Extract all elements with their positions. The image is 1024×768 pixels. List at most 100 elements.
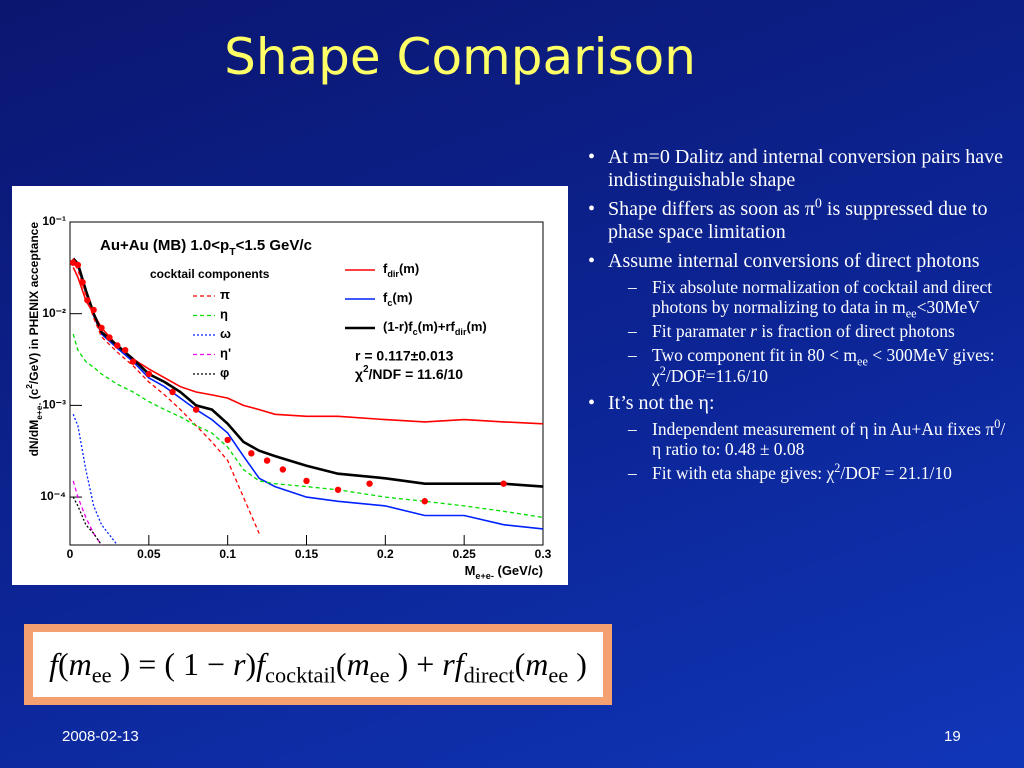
text-run: <1.5 GeV/c — [236, 237, 312, 254]
text-run: χ — [355, 366, 363, 382]
text-run: ( — [57, 646, 69, 682]
text-run: 2 — [24, 384, 34, 389]
text-run: T — [229, 246, 236, 258]
bullet: Assume internal conversions of direct ph… — [588, 250, 1008, 273]
legend-label: fdir(m) — [383, 261, 419, 279]
text-run: 2 — [659, 363, 666, 378]
data-point — [79, 279, 86, 286]
data-point — [500, 480, 507, 487]
text-run: π — [220, 287, 230, 302]
data-point — [263, 457, 271, 464]
text-run: ( — [514, 646, 526, 682]
text-run: ee — [905, 306, 917, 321]
legend-title: cocktail components — [150, 267, 270, 281]
text-run: Fit paramater — [652, 321, 751, 342]
bullet: Fix absolute normalization of cocktail a… — [588, 277, 1008, 320]
text-run: m — [525, 646, 549, 682]
text-run: (GeV/c) — [494, 563, 543, 578]
annotation: r = 0.117±0.013 — [355, 348, 454, 364]
text-run: ) = ( 1 − — [111, 646, 234, 682]
bullet: At m=0 Dalitz and internal conversion pa… — [588, 146, 1008, 192]
text-run: M — [465, 563, 476, 578]
text-run: ) + — [389, 646, 443, 682]
data-point — [106, 334, 113, 341]
y-tick-label: 10⁻² — [42, 306, 66, 320]
text-run: 0 — [814, 196, 822, 212]
page-number: 19 — [944, 728, 961, 745]
text-run: η' — [220, 346, 231, 361]
data-point — [279, 466, 287, 473]
text-run: (c — [27, 388, 41, 402]
text-run: ee — [91, 662, 112, 688]
data-point — [145, 370, 153, 378]
footer-date: 2008-02-13 — [62, 728, 139, 745]
text-run: φ — [220, 365, 229, 380]
bullet: Two component fit in 80 < mee < 300MeV g… — [588, 345, 1008, 385]
data-point — [98, 324, 105, 332]
data-point — [69, 259, 77, 266]
legend-label: η' — [220, 346, 231, 361]
text-run: 2 — [363, 364, 369, 375]
x-tick-label: 0.3 — [535, 547, 552, 561]
text-run: dir — [387, 269, 399, 279]
data-point — [248, 450, 255, 457]
text-run: f — [256, 646, 266, 682]
data-point — [129, 358, 137, 365]
text-run: ω — [220, 326, 231, 341]
x-tick-label: 0.15 — [295, 547, 319, 561]
data-point — [84, 297, 91, 304]
text-run: It’s not the η: — [608, 391, 715, 414]
x-tick-label: 0.1 — [219, 547, 236, 561]
text-run: < 300MeV gives: χ — [652, 345, 995, 386]
legend-label: ω — [220, 326, 231, 341]
series-line — [72, 267, 544, 425]
text-run: cocktail — [265, 662, 336, 688]
text-run: (m) — [467, 319, 487, 334]
series-line — [72, 257, 544, 488]
y-tick-label: 10⁻⁴ — [40, 489, 66, 503]
text-run: ) — [245, 646, 257, 682]
text-run: Au+Au (MB) 1.0<p — [100, 237, 229, 254]
text-run: rf — [442, 646, 464, 682]
text-run: /η ratio to: 0.48 ± 0.08 — [652, 418, 1006, 459]
bullet: Shape differs as soon as π0 is suppresse… — [588, 196, 1008, 244]
series-line — [72, 414, 118, 546]
x-axis-label: Me+e- (GeV/c) — [465, 563, 543, 581]
series-line — [72, 258, 544, 530]
text-run: r — [233, 646, 246, 682]
text-run: /DOF=11.6/10 — [665, 365, 768, 386]
text-run: dN/dM — [27, 420, 41, 457]
y-tick-label: 10⁻¹ — [42, 214, 66, 228]
text-run: ee — [857, 354, 868, 369]
data-point — [334, 486, 342, 493]
y-tick-label: 10⁻³ — [42, 398, 66, 412]
x-tick-label: 0 — [67, 547, 74, 561]
text-run: c — [387, 298, 392, 308]
text-run: Fit with eta shape gives: χ — [652, 462, 835, 483]
legend-label: fc(m) — [383, 290, 413, 308]
text-run: /DOF = 21.1/10 — [840, 462, 952, 483]
text-run: m — [346, 646, 370, 682]
text-run: e+e- — [34, 403, 44, 420]
data-point — [90, 306, 97, 314]
data-point — [224, 436, 231, 444]
legend-label: π — [220, 287, 230, 302]
text-run: (1-r)f — [383, 319, 413, 334]
text-run: is fraction of direct photons — [756, 321, 955, 342]
text-run: ) — [568, 646, 587, 682]
text-run: 2 — [834, 461, 841, 476]
data-point — [114, 342, 121, 349]
legend-label: (1-r)fc(m)+rfdir(m) — [383, 319, 487, 337]
text-run: is suppressed due to phase space limitat… — [608, 198, 988, 243]
bullet: Independent measurement of η in Au+Au fi… — [588, 418, 1008, 459]
bullet: It’s not the η: — [588, 392, 1008, 415]
bullet-list: At m=0 Dalitz and internal conversion pa… — [588, 140, 1008, 483]
formula-box: f(mee ) = ( 1 − r)fcocktail(mee ) + rfdi… — [24, 624, 612, 705]
data-point — [421, 498, 428, 505]
data-point — [303, 477, 310, 485]
text-run: (m)+rf — [418, 319, 456, 334]
legend-label: φ — [220, 365, 229, 380]
text-run: ee — [548, 662, 569, 688]
x-tick-label: 0.05 — [137, 547, 161, 561]
